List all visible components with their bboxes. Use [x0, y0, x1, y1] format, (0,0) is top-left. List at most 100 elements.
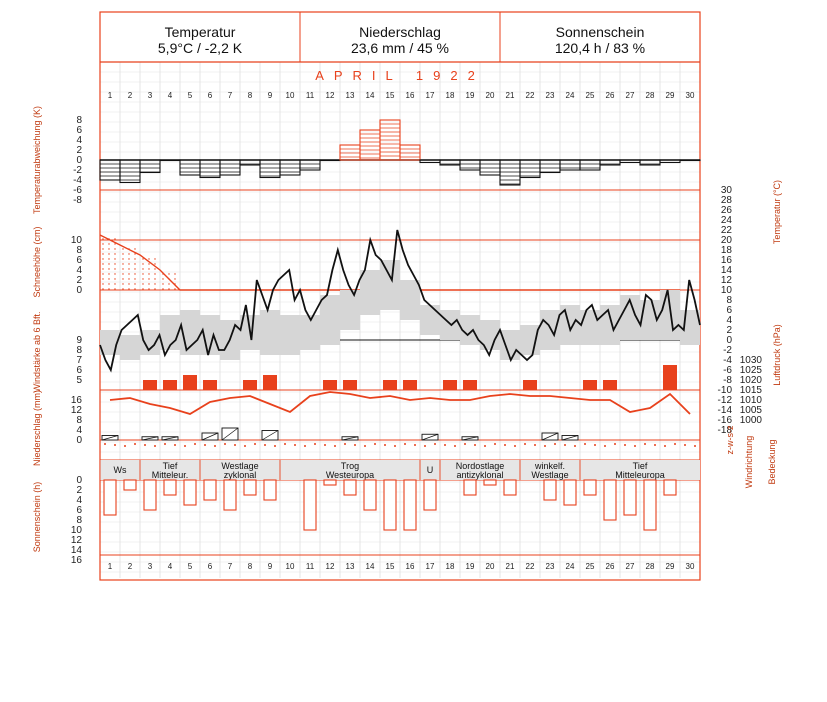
snow-dot: [154, 288, 156, 290]
snow-dot: [134, 268, 136, 270]
label-cloud: Bedeckung: [767, 439, 777, 484]
snow-dot: [154, 258, 156, 260]
normal-band-cell: [560, 305, 580, 345]
snow-dot: [154, 268, 156, 270]
day-label: 1: [108, 562, 113, 571]
snow-dot: [154, 283, 156, 285]
anomaly-bar: [559, 159, 581, 171]
snow-dot: [134, 248, 136, 250]
wind-dir-dot: [544, 445, 546, 447]
snow-dot: [114, 258, 116, 260]
wind-bar: [243, 380, 257, 390]
header-precip-value: 23,6 mm / 45 %: [351, 40, 449, 56]
anomaly-bar: [119, 159, 141, 184]
tick-sunshine: 2: [76, 485, 82, 496]
snow-dot: [168, 283, 170, 285]
temperature-series: [99, 229, 701, 373]
day-label: 29: [666, 562, 675, 571]
snow-dot: [148, 278, 150, 280]
day-label: 8: [248, 562, 253, 571]
day-label: 26: [606, 562, 615, 571]
snow-dot: [142, 258, 144, 260]
day-label: 24: [566, 91, 575, 100]
day-label: 21: [506, 91, 515, 100]
precipitation-bars: [101, 427, 696, 447]
day-label: 22: [526, 562, 535, 571]
snow-dot: [102, 258, 104, 260]
wind-bar: [403, 380, 417, 390]
normal-band-cell: [620, 295, 640, 340]
snow-dot: [142, 263, 144, 265]
day-label: 25: [586, 91, 595, 100]
wind-dir-dot: [364, 445, 366, 447]
snow-dot: [122, 278, 124, 280]
wind-dir-dot: [614, 443, 616, 445]
outer-frame: [99, 11, 701, 581]
day-label: 12: [326, 562, 335, 571]
header-precip-title: Niederschlag: [359, 24, 441, 40]
tick-temperature: 6: [726, 305, 732, 316]
wind-dir-dot: [324, 444, 326, 446]
tick-precip: 12: [71, 405, 83, 416]
snow-dot: [168, 288, 170, 290]
snow-dot: [122, 283, 124, 285]
wind-dir-dot: [204, 444, 206, 446]
day-label: 20: [486, 562, 495, 571]
wind-dir-dot: [154, 445, 156, 447]
axis-labels: Temperaturabweichung (K) Schneehöhe (cm)…: [32, 106, 782, 552]
tick-snow: 2: [76, 275, 82, 286]
header-temperature-value: 5,9°C / -2,2 K: [158, 40, 243, 56]
tick-temp-anomaly: 6: [76, 125, 82, 136]
sunshine-bar: [223, 479, 237, 511]
day-label: 28: [646, 91, 655, 100]
wind-dir-dot: [354, 444, 356, 446]
snow-dot: [148, 283, 150, 285]
wind-dir-dot: [334, 445, 336, 447]
snow-dot: [162, 288, 164, 290]
tick-temperature: 22: [721, 225, 733, 236]
weather-type-label: Tief: [163, 461, 178, 471]
snow-dot: [102, 253, 104, 255]
precip-hatch: [201, 432, 219, 441]
snow-dot: [102, 243, 104, 245]
sunshine-bar: [623, 479, 637, 516]
tick-temperature: 8: [726, 295, 732, 306]
wind-dir-dot: [374, 443, 376, 445]
normal-band-cell: [660, 290, 680, 340]
snow-dot: [128, 263, 130, 265]
anomaly-bar: [199, 159, 221, 179]
wind-bar: [583, 380, 597, 390]
sunshine-bar: [363, 479, 377, 511]
wind-dir-dot: [604, 445, 606, 447]
snow-dot: [102, 273, 104, 275]
day-label: 3: [148, 562, 153, 571]
snow-dot: [108, 248, 110, 250]
day-label: 2: [128, 562, 133, 571]
wind-dir-dot: [574, 445, 576, 447]
tick-temperature: 14: [721, 265, 733, 276]
tick-pressure: 1020: [740, 375, 763, 386]
snow-dot: [128, 268, 130, 270]
tick-pressure: 1025: [740, 365, 763, 376]
snow-dot: [122, 258, 124, 260]
snow-dot: [142, 268, 144, 270]
tick-pressure: 1015: [740, 385, 763, 396]
sunshine-bars: [103, 479, 677, 531]
normal-band-cell: [200, 315, 220, 355]
wind-dir-dot: [104, 443, 106, 445]
snow-dot: [114, 288, 116, 290]
snow-dot: [174, 273, 176, 275]
sunshine-bar: [123, 479, 137, 491]
snow-dot: [108, 283, 110, 285]
sunshine-bar: [183, 479, 197, 506]
wind-dir-dot: [244, 445, 246, 447]
normal-band-cell: [280, 315, 300, 355]
wind-dir-dot: [284, 443, 286, 445]
day-label: 3: [148, 91, 153, 100]
wind-direction-key: z-w-s-z: [725, 425, 735, 454]
day-label: 19: [466, 562, 475, 571]
tick-wind: 5: [76, 375, 82, 386]
header-temperature-title: Temperatur: [165, 24, 236, 40]
snow-dot: [148, 258, 150, 260]
